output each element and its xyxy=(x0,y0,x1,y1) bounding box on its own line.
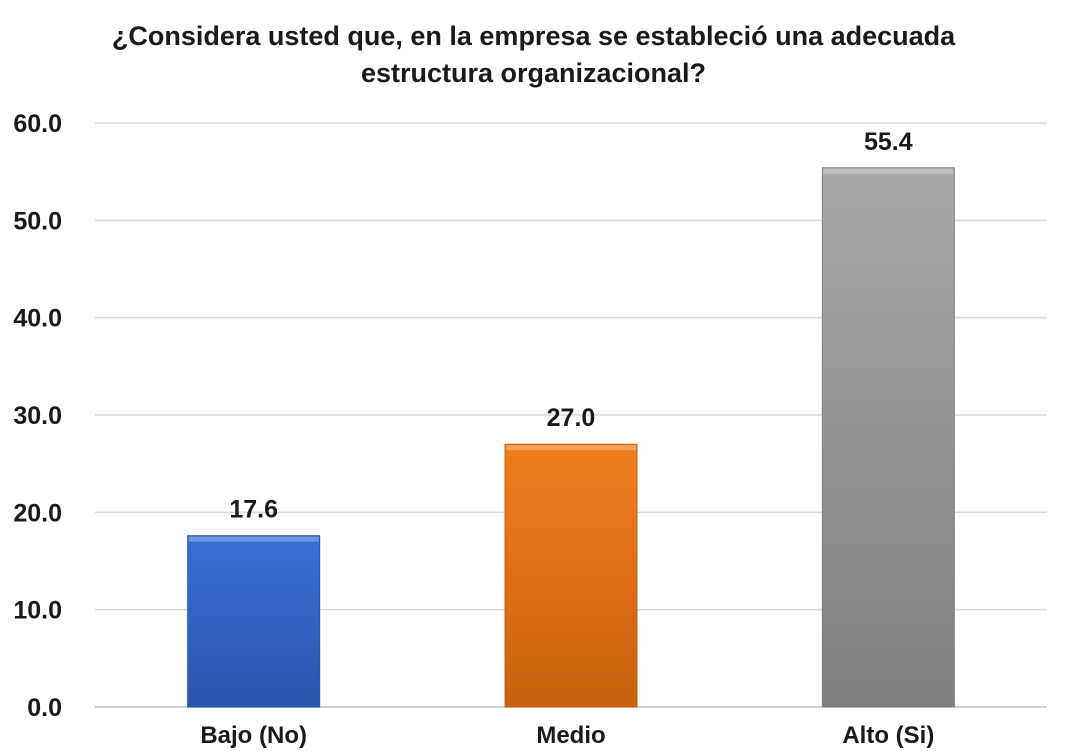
chart-title-line-1: ¿Considera usted que, en la empresa se e… xyxy=(111,21,956,51)
bar-2 xyxy=(504,443,638,708)
y-tick-label: 60.0 xyxy=(13,110,62,138)
data-label-3: 55.4 xyxy=(864,128,913,156)
y-tick-label: 10.0 xyxy=(13,597,62,625)
y-tick-label: 50.0 xyxy=(13,207,62,235)
x-tick-label-3: Alto (Si) xyxy=(842,722,934,749)
bar-highlight-1 xyxy=(188,536,319,542)
x-tick-label-2: Medio xyxy=(536,722,605,749)
x-axis-tick-labels: Bajo (No) Medio Alto (Si) xyxy=(200,722,934,749)
data-label-2: 27.0 xyxy=(547,404,596,432)
data-labels: 17.6 27.0 55.4 xyxy=(229,128,912,524)
x-tick-label-1: Bajo (No) xyxy=(200,722,307,749)
y-tick-label: 30.0 xyxy=(13,402,62,430)
chart-title-line-2: estructura organizacional? xyxy=(360,58,707,88)
bar-3 xyxy=(821,167,955,708)
data-label-1: 17.6 xyxy=(229,496,278,524)
y-tick-label: 20.0 xyxy=(13,499,62,527)
bars xyxy=(187,167,955,708)
bar-1 xyxy=(187,535,321,708)
bar-highlight-3 xyxy=(823,168,954,174)
y-tick-label: 40.0 xyxy=(13,305,62,333)
y-tick-label: 0.0 xyxy=(27,694,62,722)
y-axis-tick-labels: 0.0 10.0 20.0 30.0 40.0 50.0 60.0 xyxy=(13,110,62,722)
bar-highlight-2 xyxy=(506,445,636,451)
